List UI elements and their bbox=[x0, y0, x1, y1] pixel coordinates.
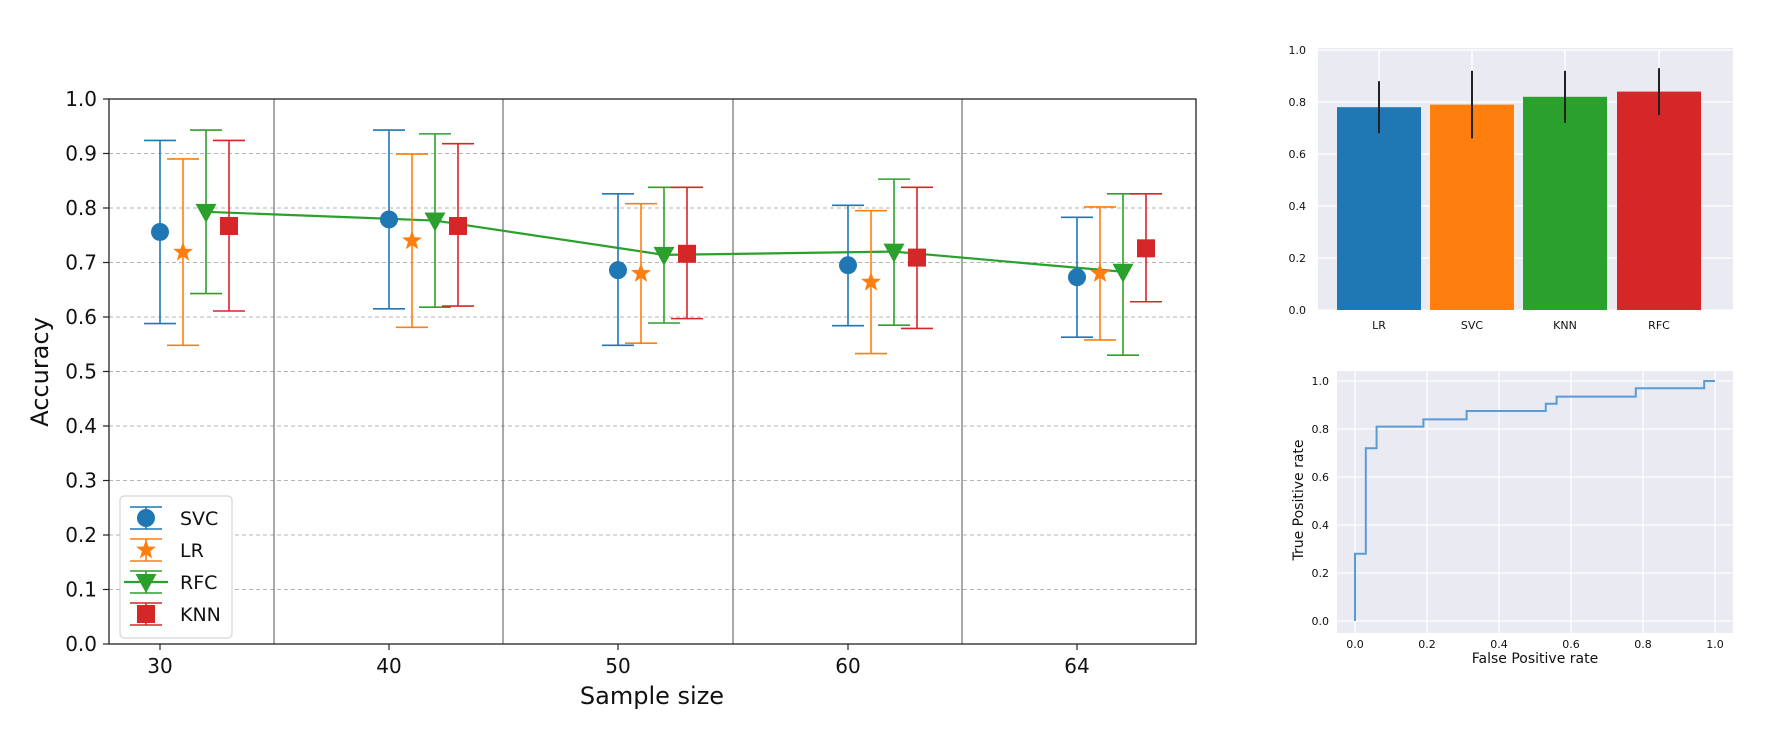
legend-marker-lr bbox=[136, 539, 156, 559]
bar-knn bbox=[1523, 96, 1607, 310]
marker-knn bbox=[449, 216, 467, 235]
bar-x-ticks: LR SVC KNN RFC bbox=[1372, 319, 1670, 332]
roc-x-tick-label: 0.2 bbox=[1418, 638, 1436, 651]
roc-y-axis-label: True Positive rate bbox=[1291, 439, 1307, 561]
roc-plot-background bbox=[1337, 371, 1733, 633]
y-tick-label: 0.1 bbox=[65, 578, 97, 602]
legend-label: RFC bbox=[180, 572, 217, 594]
y-tick-label: 0.6 bbox=[65, 305, 97, 329]
marker-lr bbox=[631, 262, 651, 282]
roc-x-tick-label: 0.0 bbox=[1346, 638, 1364, 651]
bar-x-tick-label: LR bbox=[1372, 319, 1386, 332]
bar-y-tick-label: 1.0 bbox=[1289, 44, 1307, 57]
marker-lr bbox=[861, 271, 881, 291]
roc-y-tick-label: 0.8 bbox=[1312, 423, 1330, 436]
legend: SVC LR RFC KNN bbox=[119, 495, 233, 639]
roc-grid bbox=[1337, 371, 1733, 633]
roc-x-tick-label: 0.4 bbox=[1490, 638, 1508, 651]
bar-chart: 0.0 0.2 0.4 0.6 0.8 1.0 LR SVC KNN RFC bbox=[1289, 44, 1733, 332]
bar-rfc bbox=[1617, 91, 1701, 310]
bar-y-tick-label: 0.0 bbox=[1289, 304, 1307, 317]
y-tick-label: 0.8 bbox=[65, 196, 97, 220]
bar-y-tick-label: 0.8 bbox=[1289, 96, 1307, 109]
bar-y-tick-label: 0.4 bbox=[1289, 200, 1307, 213]
main-y-axis-label: Accuracy bbox=[26, 317, 54, 427]
main-x-ticks: 30 40 50 60 64 bbox=[147, 644, 1090, 678]
marker-svc bbox=[839, 256, 857, 275]
roc-x-tick-label: 0.8 bbox=[1634, 638, 1652, 651]
main-x-axis-label: Sample size bbox=[580, 682, 724, 710]
marker-svc bbox=[151, 222, 169, 241]
marker-knn bbox=[908, 248, 926, 267]
roc-y-tick-label: 0.6 bbox=[1312, 471, 1330, 484]
marker-rfc bbox=[424, 212, 446, 232]
series-rfc bbox=[190, 129, 1139, 356]
legend-label: SVC bbox=[180, 508, 218, 530]
roc-y-ticks: 0.0 0.2 0.4 0.6 0.8 1.0 bbox=[1312, 375, 1330, 628]
main-y-ticks: 0.0 0.1 0.2 0.3 0.4 0.5 0.6 0.7 0.8 0.9 1.0 bbox=[65, 87, 109, 656]
legend-label: KNN bbox=[180, 604, 221, 626]
y-tick-label: 0.7 bbox=[65, 251, 97, 275]
roc-y-tick-label: 0.2 bbox=[1312, 567, 1330, 580]
y-tick-label: 0.3 bbox=[65, 469, 97, 493]
marker-rfc bbox=[1112, 263, 1134, 283]
main-series bbox=[144, 129, 1162, 356]
roc-curve bbox=[1354, 380, 1715, 621]
y-tick-label: 1.0 bbox=[65, 87, 97, 111]
bar-x-tick-label: KNN bbox=[1553, 319, 1577, 332]
main-chart: 0.0 0.1 0.2 0.3 0.4 0.5 0.6 0.7 0.8 0.9 1.0 30 40 50… bbox=[26, 87, 1197, 710]
series-knn bbox=[213, 139, 1162, 330]
bar-y-tick-label: 0.6 bbox=[1289, 148, 1307, 161]
marker-lr bbox=[173, 241, 193, 261]
main-dividers bbox=[273, 99, 963, 644]
marker-knn bbox=[678, 244, 696, 263]
roc-x-tick-label: 1.0 bbox=[1706, 638, 1724, 651]
legend-marker-rfc bbox=[135, 574, 157, 593]
x-tick-label: 30 bbox=[147, 654, 172, 678]
marker-rfc bbox=[883, 243, 905, 263]
x-tick-label: 64 bbox=[1064, 654, 1089, 678]
y-tick-label: 0.2 bbox=[65, 523, 97, 547]
x-tick-label: 60 bbox=[835, 654, 860, 678]
roc-y-tick-label: 1.0 bbox=[1312, 375, 1330, 388]
legend-marker-knn bbox=[137, 605, 155, 623]
bar-x-tick-label: SVC bbox=[1461, 319, 1484, 332]
series-svc bbox=[144, 129, 1093, 347]
marker-svc bbox=[1068, 268, 1086, 287]
main-grid bbox=[109, 153, 1196, 590]
roc-chart: 0.0 0.2 0.4 0.6 0.8 1.0 0.0 0.2 0.4 0.6 0.8 1.0 Fa… bbox=[1291, 371, 1733, 667]
series-lr bbox=[167, 153, 1116, 355]
bar-y-ticks: 0.0 0.2 0.4 0.6 0.8 1.0 bbox=[1289, 44, 1307, 317]
y-tick-label: 0.4 bbox=[65, 414, 97, 438]
y-tick-label: 0.5 bbox=[65, 360, 97, 384]
roc-x-axis-label: False Positive rate bbox=[1472, 651, 1598, 667]
y-tick-label: 0.0 bbox=[65, 632, 97, 656]
marker-knn bbox=[1137, 239, 1155, 258]
y-tick-label: 0.9 bbox=[65, 142, 97, 166]
marker-lr bbox=[402, 230, 422, 250]
bar-lr bbox=[1337, 107, 1421, 310]
marker-knn bbox=[220, 216, 238, 235]
bar-x-tick-label: RFC bbox=[1648, 319, 1670, 332]
x-tick-label: 50 bbox=[605, 654, 630, 678]
roc-y-tick-label: 0.0 bbox=[1312, 615, 1330, 628]
roc-y-tick-label: 0.4 bbox=[1312, 519, 1330, 532]
bar-y-tick-label: 0.2 bbox=[1289, 252, 1307, 265]
bar-bars bbox=[1337, 68, 1701, 310]
legend-label: LR bbox=[180, 540, 204, 562]
marker-svc bbox=[380, 210, 398, 229]
marker-rfc bbox=[195, 203, 217, 223]
roc-x-tick-label: 0.6 bbox=[1562, 638, 1580, 651]
bar-svc bbox=[1430, 104, 1514, 310]
legend-marker-svc bbox=[137, 509, 155, 527]
marker-rfc bbox=[653, 246, 675, 266]
marker-svc bbox=[609, 261, 627, 280]
marker-lr bbox=[1090, 262, 1110, 282]
roc-x-ticks: 0.0 0.2 0.4 0.6 0.8 1.0 bbox=[1346, 638, 1724, 651]
x-tick-label: 40 bbox=[376, 654, 401, 678]
